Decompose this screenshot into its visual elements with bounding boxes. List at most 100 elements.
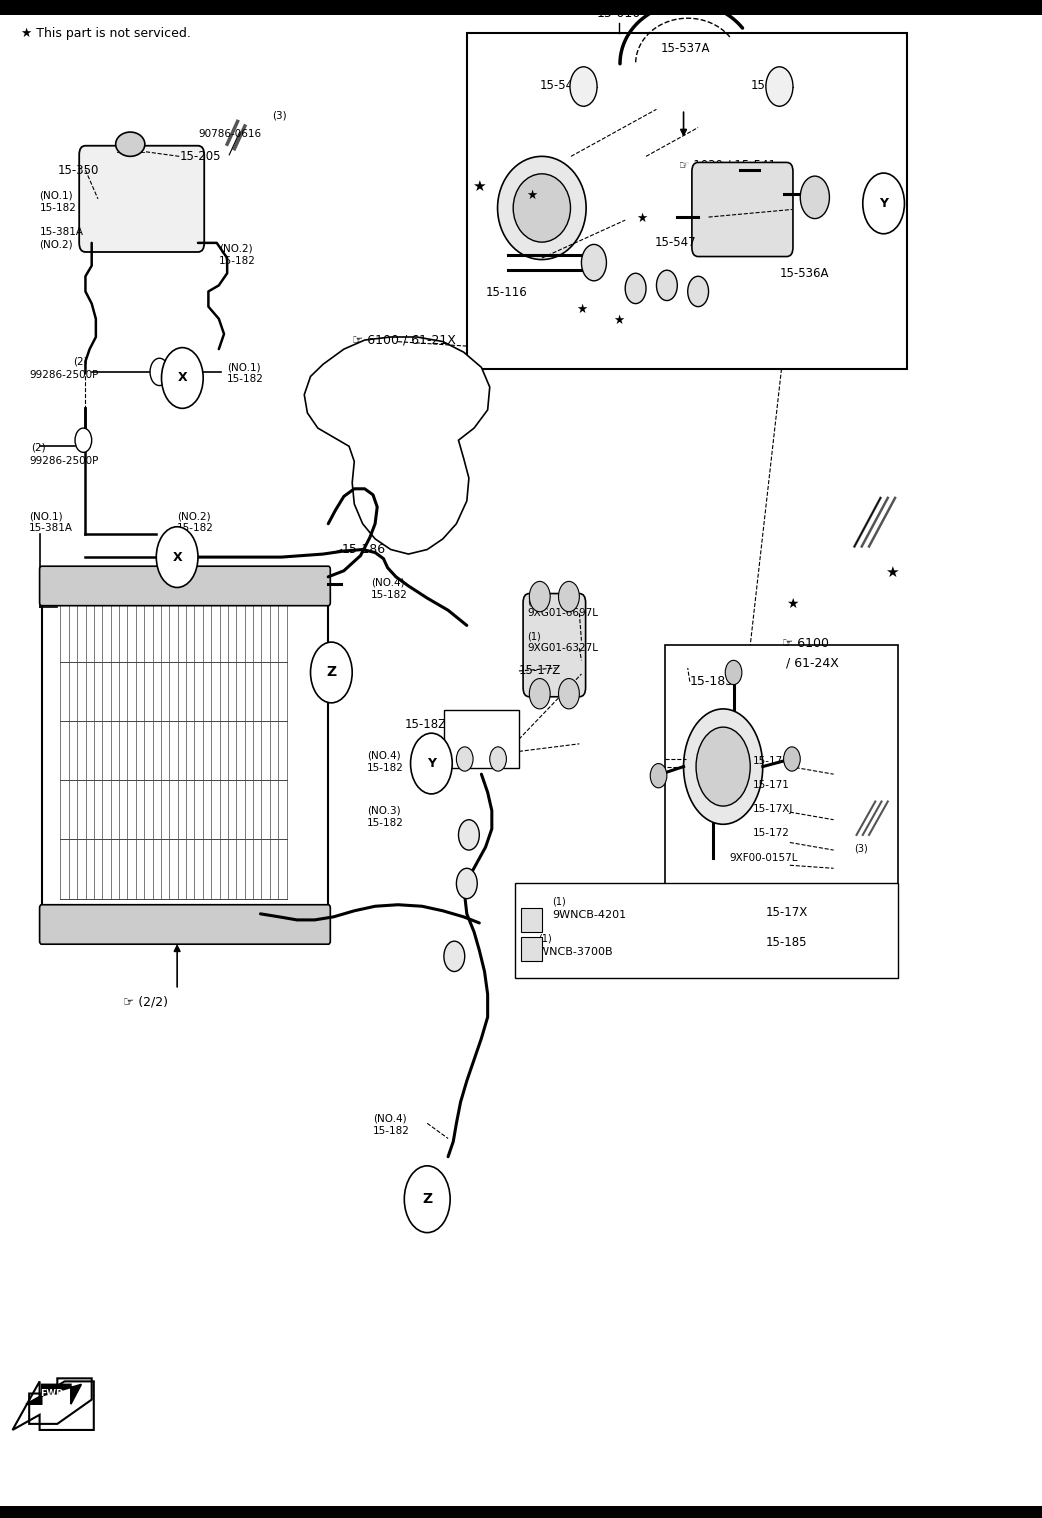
Text: X: X (172, 551, 182, 563)
Bar (521, 908, 542, 932)
Bar (521, 937, 542, 961)
Text: Z: Z (422, 1192, 432, 1207)
Text: 15-547: 15-547 (540, 79, 581, 91)
Text: X: X (177, 372, 188, 384)
Text: (NO.2): (NO.2) (219, 244, 252, 254)
Polygon shape (26, 1384, 81, 1404)
Text: 99286-2500P: 99286-2500P (29, 457, 99, 466)
Text: 15-185: 15-185 (766, 937, 808, 949)
Text: (1): (1) (527, 631, 541, 641)
Text: (NO.2): (NO.2) (40, 240, 73, 249)
Text: ★: ★ (637, 213, 647, 225)
Text: ☞ 6100: ☞ 6100 (782, 638, 828, 650)
Circle shape (150, 358, 169, 386)
Circle shape (75, 428, 92, 452)
Text: (NO.4): (NO.4) (371, 578, 404, 587)
Text: 15-182: 15-182 (219, 257, 255, 266)
Text: (1): (1) (527, 597, 541, 606)
Text: ★: ★ (576, 304, 587, 316)
Text: 15-547: 15-547 (750, 79, 792, 91)
Circle shape (456, 868, 477, 899)
Text: ★ This part is not serviced.: ★ This part is not serviced. (21, 27, 191, 39)
Text: 99286-2500P: 99286-2500P (29, 370, 99, 380)
Text: 15-350: 15-350 (57, 164, 99, 176)
Circle shape (156, 527, 198, 587)
Text: (1): (1) (538, 934, 551, 943)
Text: 9WNCB-3700B: 9WNCB-3700B (531, 947, 613, 956)
Circle shape (404, 1166, 450, 1233)
Circle shape (162, 348, 203, 408)
Circle shape (311, 642, 352, 703)
Text: (2): (2) (73, 357, 88, 366)
Ellipse shape (513, 175, 571, 241)
FancyBboxPatch shape (523, 594, 586, 697)
Text: (NO.1): (NO.1) (227, 363, 260, 372)
Polygon shape (29, 1378, 92, 1424)
Text: 15-116: 15-116 (486, 287, 527, 299)
Circle shape (529, 679, 550, 709)
Text: (1): (1) (552, 897, 566, 906)
Circle shape (684, 709, 763, 824)
Circle shape (688, 276, 709, 307)
Ellipse shape (498, 156, 586, 260)
Circle shape (696, 727, 750, 806)
Circle shape (650, 764, 667, 788)
Bar (665, 645, 898, 891)
Text: 15-381A: 15-381A (40, 228, 83, 237)
Text: ★: ★ (786, 597, 798, 612)
Text: Y: Y (427, 757, 436, 770)
Text: 9XG01-6327L: 9XG01-6327L (527, 644, 598, 653)
Text: (NO.1): (NO.1) (29, 512, 63, 521)
Circle shape (458, 820, 479, 850)
Circle shape (411, 733, 452, 794)
Bar (444, 710, 519, 768)
Text: 15-186: 15-186 (342, 543, 386, 556)
Circle shape (766, 67, 793, 106)
FancyBboxPatch shape (40, 566, 330, 606)
FancyBboxPatch shape (40, 905, 330, 944)
Text: ★: ★ (885, 565, 899, 580)
Text: 15-010: 15-010 (597, 6, 641, 20)
Circle shape (784, 747, 800, 771)
Text: 9WNCB-4201: 9WNCB-4201 (552, 911, 626, 920)
Text: 15-182: 15-182 (227, 375, 264, 384)
Text: (NO.1): (NO.1) (40, 191, 73, 200)
Text: 90786-0616: 90786-0616 (199, 129, 262, 138)
Text: 15-183: 15-183 (690, 676, 734, 688)
Text: (3): (3) (272, 111, 287, 120)
Text: 15-205: 15-205 (179, 150, 221, 162)
Bar (515, 883, 898, 978)
Text: / 61-24X: / 61-24X (786, 657, 839, 669)
Text: ☞ 6100 / 61-21X: ☞ 6100 / 61-21X (352, 334, 456, 346)
Text: 15-17X: 15-17X (766, 906, 809, 918)
Text: 15-176B: 15-176B (752, 756, 796, 765)
Text: Y: Y (879, 197, 888, 209)
Circle shape (581, 244, 606, 281)
Text: 15-182: 15-182 (463, 742, 500, 751)
Text: 15-172: 15-172 (752, 829, 789, 838)
Circle shape (559, 679, 579, 709)
Bar (467, 33, 907, 369)
Text: 15-182: 15-182 (367, 764, 403, 773)
Text: 15-17XJ: 15-17XJ (752, 805, 793, 814)
Text: ☞ (2/2): ☞ (2/2) (123, 996, 168, 1008)
Text: (2): (2) (31, 443, 46, 452)
Circle shape (656, 270, 677, 301)
Polygon shape (304, 337, 490, 554)
FancyBboxPatch shape (79, 146, 204, 252)
Circle shape (444, 941, 465, 972)
FancyBboxPatch shape (692, 162, 793, 257)
Text: ★: ★ (472, 179, 487, 194)
Circle shape (490, 747, 506, 771)
Text: (NO.3): (NO.3) (465, 724, 498, 733)
Text: (NO.4): (NO.4) (373, 1114, 406, 1123)
Ellipse shape (116, 132, 145, 156)
Text: 15-182: 15-182 (40, 203, 76, 213)
Text: (NO.3): (NO.3) (367, 806, 400, 815)
Circle shape (559, 581, 579, 612)
Text: (3): (3) (854, 844, 868, 853)
Text: 15-536A: 15-536A (779, 267, 829, 279)
Text: (NO.2): (NO.2) (177, 512, 210, 521)
Text: Z: Z (326, 665, 337, 680)
Text: 15-182: 15-182 (367, 818, 403, 827)
